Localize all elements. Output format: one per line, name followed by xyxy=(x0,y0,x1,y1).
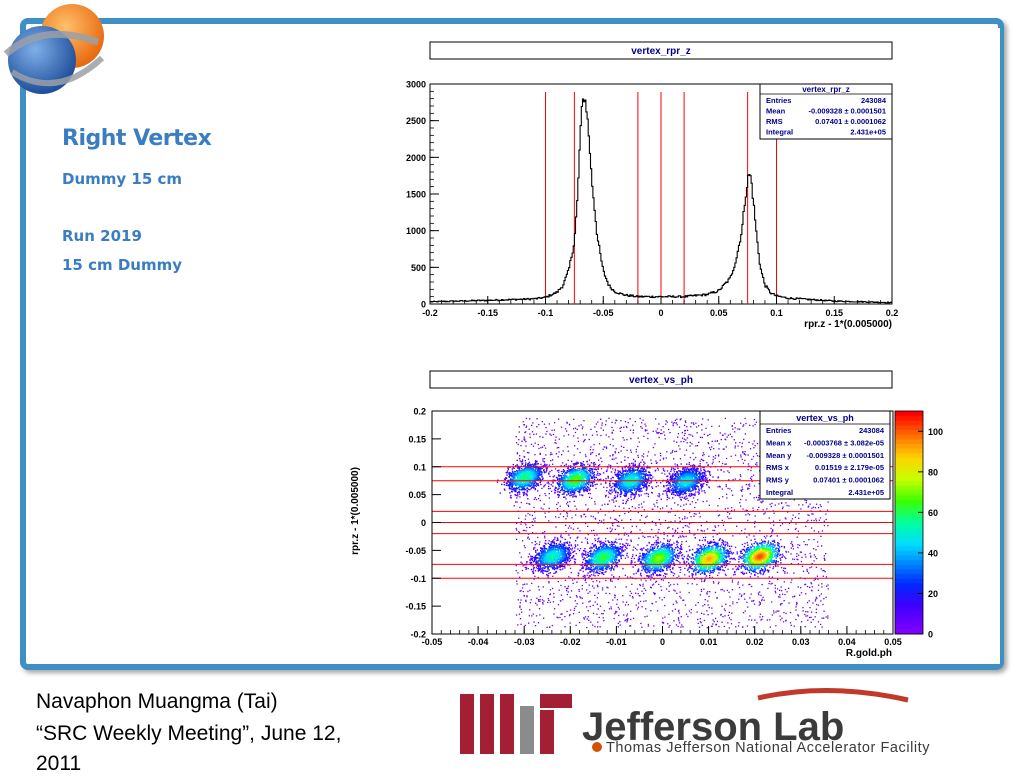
hist-stats-label: RMS xyxy=(766,117,783,126)
jlab-logo-subtitle: Thomas Jefferson National Accelerator Fa… xyxy=(606,740,930,756)
heat-x-label: R.gold.ph xyxy=(846,648,892,659)
hist-stats-value: -0.009328 ± 0.0001501 xyxy=(808,107,886,116)
hist-stats-label: Integral xyxy=(766,128,793,137)
heat-stats-name: vertex_vs_ph xyxy=(796,413,854,423)
color-scale-tick-label: 40 xyxy=(928,548,938,558)
heat-stats-value: 0.07401 ± 0.0001062 xyxy=(813,476,884,485)
color-scale-bar xyxy=(895,411,923,635)
histogram-chart: vertex_rpr_z -0.2 -0.15 -0.1 -0.05 0 0.05 0.1 0… xyxy=(406,42,898,330)
footer-meeting: “SRC Weekly Meeting”, June 12, xyxy=(36,722,341,746)
hist-title: vertex_rpr_z xyxy=(631,46,690,57)
jlab-arc-icon xyxy=(758,690,908,700)
heat-x-tick-label: 0.01 xyxy=(700,637,718,647)
hist-cut-lines xyxy=(546,92,777,304)
heat-x-tick-label: -0.03 xyxy=(514,637,535,647)
heat-x-tick-label: -0.01 xyxy=(606,637,627,647)
hist-stats-value: 2.431e+05 xyxy=(850,128,886,137)
heatmap-chart: vertex_vs_ph -0.05 -0.04 -0.03 -0.02 -0.01 0 0… xyxy=(350,371,943,659)
hist-x-tick-label: 0.2 xyxy=(886,308,899,318)
heat-stats-value: -0.0003768 ± 3.082e-05 xyxy=(804,438,884,447)
mit-jlab-logo: Jefferson Lab Thomas Jefferson National … xyxy=(458,686,1024,768)
hist-y-tick-label: 1500 xyxy=(406,190,426,200)
heat-y-tick-label: -0.15 xyxy=(405,602,426,612)
mit-logo-icon xyxy=(460,694,572,754)
hist-stats-label: Entries xyxy=(766,96,791,105)
heat-x-tick-label: 0.04 xyxy=(838,637,856,647)
color-scale-tick-label: 80 xyxy=(928,467,938,477)
footer-year: 2011 xyxy=(36,752,81,776)
hist-x-tick-label: -0.15 xyxy=(477,308,498,318)
heat-y-tick-label: 0.15 xyxy=(408,434,426,444)
heat-stats-label: Entries xyxy=(766,426,791,435)
hist-x-tick-label: -0.05 xyxy=(593,308,614,318)
hist-stats-value: 243084 xyxy=(861,96,887,105)
heat-stats-label: Mean x xyxy=(766,438,792,447)
heat-stats-value: -0.009328 ± 0.0001501 xyxy=(806,451,884,460)
hist-x-tick-label: 0.1 xyxy=(770,308,783,318)
color-scale-tick-label: 0 xyxy=(928,630,933,640)
heat-stats-value: 2.431e+05 xyxy=(848,488,884,497)
color-scale-tick-label: 60 xyxy=(928,508,938,518)
heat-stats-label: RMS x xyxy=(766,463,790,472)
heat-y-tick-label: 0.1 xyxy=(413,462,426,472)
heat-y-label: rpr.z - 1*(0.005000) xyxy=(350,467,361,555)
heat-title: vertex_vs_ph xyxy=(629,375,693,386)
heat-stats-value: 0.01519 ± 2.179e-05 xyxy=(815,463,884,472)
hist-x-label: rpr.z - 1*(0.005000) xyxy=(804,319,892,330)
hist-y-tick-label: 1000 xyxy=(406,226,426,236)
hist-y-tick-label: 500 xyxy=(411,263,426,273)
heat-stats-box: vertex_vs_ph Entries 243084 Mean x -0.00037… xyxy=(760,411,890,499)
heat-x-tick-label: 0.02 xyxy=(746,637,764,647)
hist-x-ticks: -0.2 -0.15 -0.1 -0.05 0 0.05 0.1 0.15 0.2 xyxy=(422,296,898,318)
hist-y-tick-label: 2500 xyxy=(406,116,426,126)
hist-x-tick-label: 0.15 xyxy=(825,308,843,318)
jlab-bullet-icon xyxy=(592,742,602,752)
hist-stats-name: vertex_rpr_z xyxy=(802,85,850,94)
hist-y-ticks: 0 500 1000 1500 2000 2500 3000 xyxy=(406,80,439,310)
hist-stats-box: vertex_rpr_z Entries 243084 Mean -0.009328 … xyxy=(760,84,892,139)
heat-x-tick-label: 0 xyxy=(660,637,665,647)
heat-x-tick-label: -0.02 xyxy=(560,637,581,647)
hist-x-tick-label: -0.1 xyxy=(538,308,554,318)
footer-author: Navaphon Muangma (Tai) xyxy=(36,690,278,714)
heat-x-tick-label: 0.03 xyxy=(792,637,810,647)
hist-stats-value: 0.07401 ± 0.0001062 xyxy=(815,117,886,126)
hist-y-tick-label: 2000 xyxy=(406,153,426,163)
heat-y-tick-label: 0.2 xyxy=(413,407,426,417)
hist-x-tick-label: 0 xyxy=(658,308,663,318)
color-scale-tick-label: 20 xyxy=(928,589,938,599)
heat-y-tick-label: 0 xyxy=(421,518,426,528)
heat-stats-label: Mean y xyxy=(766,451,792,460)
hist-x-tick-label: -0.2 xyxy=(422,308,438,318)
hist-y-tick-label: 3000 xyxy=(406,80,426,90)
heat-y-ticks: -0.2 -0.15 -0.1 -0.05 0 0.05 0.1 0.15 0.2 xyxy=(405,407,441,640)
heat-stats-label: RMS y xyxy=(766,476,790,485)
heat-x-tick-label: 0.05 xyxy=(884,637,902,647)
heat-y-tick-label: 0.05 xyxy=(408,490,426,500)
hist-stats-label: Mean xyxy=(766,107,786,116)
heat-y-tick-label: -0.1 xyxy=(410,574,426,584)
hist-x-tick-label: 0.05 xyxy=(710,308,728,318)
heat-stats-value: 243084 xyxy=(859,426,885,435)
heat-y-tick-label: -0.05 xyxy=(405,546,426,556)
hist-y-tick-label: 0 xyxy=(421,300,426,310)
color-scale-tick-label: 100 xyxy=(928,427,943,437)
heat-y-tick-label: -0.2 xyxy=(410,630,426,640)
heat-x-tick-label: -0.04 xyxy=(468,637,489,647)
heat-stats-label: Integral xyxy=(766,488,793,497)
plots-svg: vertex_rpr_z -0.2 -0.15 -0.1 -0.05 0 0.05 0.1 0… xyxy=(0,0,1024,680)
